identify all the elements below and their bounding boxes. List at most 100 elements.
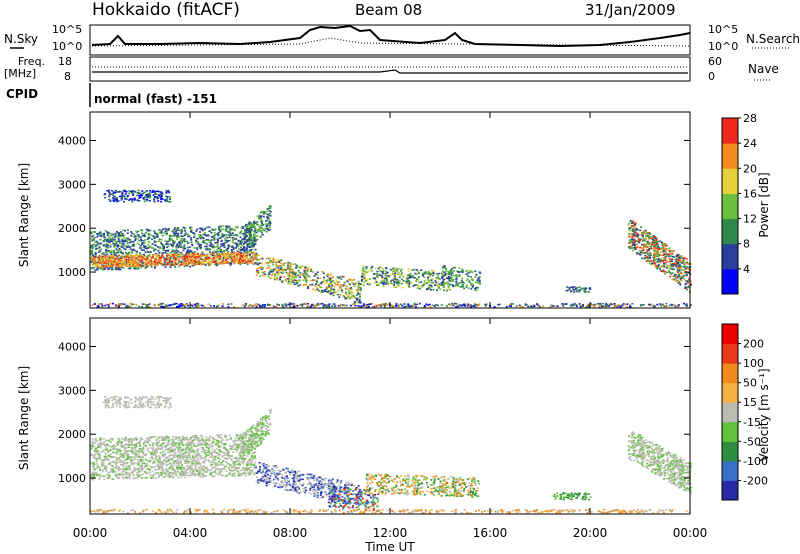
power-echo-cell <box>380 267 383 269</box>
power-echo-cell <box>385 278 388 281</box>
power-echo-cell <box>175 254 178 256</box>
power-echo-cell <box>145 262 148 265</box>
power-echo-cell <box>167 243 169 245</box>
power-echo-cell <box>136 254 139 257</box>
nsearch-label: N.Search <box>746 32 800 46</box>
power-echo-cell <box>653 240 656 242</box>
power-echo-cell <box>256 304 259 307</box>
power-echo-cell <box>282 264 285 267</box>
power-echo-cell <box>644 246 647 248</box>
power-echo-cell <box>447 282 450 285</box>
velocity-echo-cell <box>223 468 225 470</box>
power-echo-cell <box>686 274 688 276</box>
power-echo-cell <box>641 252 644 254</box>
power-echo-cell <box>676 268 679 270</box>
power-echo-cell <box>671 253 674 255</box>
power-echo-cell <box>158 238 161 240</box>
power-echo-cell <box>675 280 678 282</box>
power-echo-cell <box>377 304 380 306</box>
power-echo-cell <box>437 276 440 279</box>
power-echo-cell <box>91 238 94 240</box>
power-echo-cell <box>141 241 144 244</box>
power-echo-cell <box>110 193 113 195</box>
power-echo-cell <box>121 263 124 265</box>
power-echo-cell <box>268 213 271 215</box>
power-echo-cell <box>630 238 633 240</box>
power-echo-cell <box>182 226 185 229</box>
power-echo-cell <box>657 266 660 268</box>
power-echo-cell <box>259 304 261 307</box>
power-echo-cell <box>165 262 168 264</box>
power-echo-cell <box>605 305 608 307</box>
power-echo-cell <box>152 257 155 259</box>
power-echo-cell <box>432 304 435 307</box>
power-echo-cell <box>140 239 143 242</box>
power-echo-cell <box>396 270 399 272</box>
power-echo-cell <box>399 270 402 272</box>
power-echo-cell <box>202 239 205 242</box>
power-echo-cell <box>173 260 176 263</box>
power-echo-cell <box>638 241 641 244</box>
power-echo-cell <box>184 233 187 235</box>
power-echo-cell <box>672 264 675 267</box>
power-echo-cell <box>212 235 215 238</box>
power-echo-cell <box>137 267 140 269</box>
power-echo-cell <box>231 241 234 244</box>
power-echo-cell <box>682 259 685 262</box>
power-echo-cell <box>199 261 202 263</box>
power-echo-cell <box>91 240 94 242</box>
power-echo-cell <box>675 255 678 258</box>
power-echo-cell <box>317 284 320 286</box>
power-echo-cell <box>206 253 209 256</box>
velocity-echo-cell <box>222 443 225 445</box>
power-echo-cell <box>279 265 282 267</box>
power-echo-cell <box>216 264 219 267</box>
power-echo-cell <box>363 277 366 279</box>
power-echo-cell <box>108 193 111 196</box>
power-echo-cell <box>353 296 356 298</box>
power-echo-cell <box>201 241 204 244</box>
power-echo-cell <box>160 243 163 245</box>
power-echo-cell <box>230 303 233 305</box>
power-echo-cell <box>245 256 248 259</box>
power-echo-cell <box>664 271 667 274</box>
power-echo-cell <box>428 284 431 286</box>
power-echo-cell <box>425 288 428 291</box>
velocity-echo-cell <box>226 450 228 452</box>
power-echo-cell <box>130 250 133 252</box>
power-echo-cell <box>104 256 107 259</box>
power-echo-cell <box>659 303 662 305</box>
power-echo-cell <box>97 251 100 253</box>
power-echo-cell <box>245 253 248 255</box>
power-echo-cell <box>107 189 110 192</box>
power-echo-cell <box>395 305 398 307</box>
power-echo-cell <box>121 192 124 195</box>
power-echo-cell <box>158 260 161 262</box>
power-echo-cell <box>643 232 646 234</box>
power-echo-cell <box>158 229 161 231</box>
power-echo-cell <box>456 283 459 285</box>
power-echo-cell <box>262 224 265 226</box>
power-echo-cell <box>293 279 296 281</box>
power-echo-cell <box>244 239 247 241</box>
power-echo-cell <box>122 189 125 192</box>
power-echo-cell <box>158 257 161 260</box>
power-echo-cell <box>165 249 168 252</box>
power-echo-cell <box>293 283 296 286</box>
power-echo-cell <box>682 257 685 260</box>
power-echo-cell <box>155 253 158 256</box>
power-echo-cell <box>306 305 309 308</box>
power-echo-cell <box>99 235 102 237</box>
power-echo-cell <box>660 266 662 268</box>
power-echo-cell <box>105 244 108 246</box>
power-echo-cell <box>395 268 398 271</box>
power-echo-cell <box>289 262 292 265</box>
power-echo-cell <box>363 281 365 283</box>
power-echo-cell <box>120 261 123 263</box>
power-echo-cell <box>279 262 282 264</box>
power-echo-cell <box>207 303 210 305</box>
power-echo-cell <box>369 269 372 271</box>
power-echo-cell <box>655 237 658 239</box>
power-echo-cell <box>342 276 345 278</box>
power-echo-cell <box>681 272 684 275</box>
